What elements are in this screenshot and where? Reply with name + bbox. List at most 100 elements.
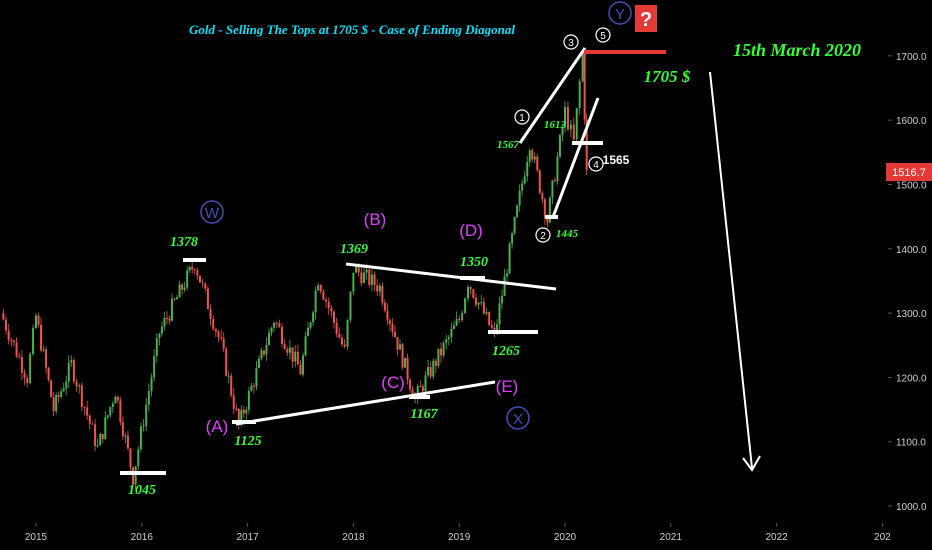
candle-body-216 bbox=[561, 127, 564, 136]
candle-body-124 bbox=[322, 291, 325, 300]
candle-body-176 bbox=[458, 319, 461, 321]
candle-body-99 bbox=[257, 358, 260, 369]
y-tick-label-7: 1700.0 bbox=[896, 52, 927, 63]
candle-body-8 bbox=[23, 372, 26, 378]
price-label-1350: 1350 bbox=[460, 255, 488, 270]
candle-body-120 bbox=[312, 312, 315, 323]
candle-body-34 bbox=[91, 423, 94, 425]
candle-body-163 bbox=[424, 375, 427, 392]
candle-body-97 bbox=[252, 385, 255, 387]
candle-body-113 bbox=[294, 351, 297, 362]
candle-body-211 bbox=[548, 197, 551, 223]
candle-body-15 bbox=[42, 349, 45, 351]
candle-body-70 bbox=[183, 287, 186, 290]
candle-body-10 bbox=[29, 353, 32, 384]
candle-body-42 bbox=[111, 403, 114, 408]
candle-body-17 bbox=[47, 367, 50, 381]
candle-body-53 bbox=[139, 426, 142, 450]
candle-body-123 bbox=[319, 285, 322, 292]
candle-body-96 bbox=[250, 385, 253, 391]
candle-body-112 bbox=[291, 347, 294, 362]
candle-body-145 bbox=[378, 285, 381, 292]
y-tick-label-3: 1300.0 bbox=[896, 309, 927, 320]
candle-body-66 bbox=[173, 298, 176, 300]
candle-body-14 bbox=[40, 324, 43, 351]
wave-y-label: Y bbox=[615, 6, 625, 23]
candle-body-152 bbox=[396, 336, 399, 350]
candle-body-150 bbox=[391, 323, 394, 332]
candle-body-222 bbox=[578, 81, 581, 109]
candle-body-202 bbox=[526, 161, 529, 177]
price-label-1045: 1045 bbox=[128, 483, 156, 498]
candle-body-133 bbox=[346, 319, 349, 347]
candle-body-200 bbox=[521, 183, 524, 191]
candle-body-194 bbox=[506, 273, 509, 277]
candle-body-115 bbox=[299, 364, 302, 375]
candle-body-204 bbox=[531, 150, 534, 160]
candle-body-136 bbox=[355, 266, 358, 273]
candle-body-191 bbox=[498, 303, 501, 325]
candle-body-161 bbox=[419, 385, 422, 387]
wave-y-circle bbox=[608, 1, 632, 25]
candle-body-25 bbox=[67, 362, 70, 382]
candle-body-32 bbox=[86, 407, 89, 416]
candle-body-154 bbox=[401, 344, 404, 368]
candle-body-207 bbox=[538, 170, 541, 193]
candle-body-146 bbox=[381, 285, 384, 303]
candle-body-33 bbox=[88, 415, 91, 424]
candle-body-40 bbox=[106, 415, 109, 418]
candle-body-93 bbox=[242, 409, 245, 414]
candle-body-156 bbox=[406, 357, 409, 380]
ending-diagonal-upper-line bbox=[518, 47, 587, 144]
candle-body-149 bbox=[388, 320, 391, 324]
candle-body-89 bbox=[232, 395, 235, 409]
current-price-badge bbox=[886, 163, 932, 181]
x-tick-label-3: 2018 bbox=[342, 532, 365, 543]
candle-body-127 bbox=[330, 308, 333, 312]
candle-body-11 bbox=[32, 327, 35, 354]
candle-body-74 bbox=[193, 269, 196, 271]
ending-diagonal-lower-line bbox=[551, 97, 600, 218]
candle-body-98 bbox=[255, 368, 258, 387]
candle-body-51 bbox=[134, 466, 137, 485]
wave-3-label: 3 bbox=[568, 38, 574, 49]
candle-body-46 bbox=[121, 422, 124, 437]
candle-body-13 bbox=[37, 315, 40, 325]
candle-body-37 bbox=[99, 433, 102, 446]
candle-body-62 bbox=[163, 317, 166, 327]
candle-body-208 bbox=[541, 192, 544, 200]
candle-body-193 bbox=[503, 276, 506, 296]
x-tick-label-4: 2019 bbox=[448, 532, 471, 543]
candle-body-27 bbox=[72, 360, 75, 382]
candle-body-137 bbox=[357, 266, 360, 273]
candle-body-60 bbox=[158, 333, 161, 339]
candle-body-82 bbox=[214, 329, 217, 332]
price-label-1369: 1369 bbox=[340, 242, 368, 257]
x-tick-label-0: 2015 bbox=[25, 532, 48, 543]
candle-body-209 bbox=[543, 199, 546, 218]
candle-body-212 bbox=[551, 180, 554, 198]
candle-body-128 bbox=[333, 311, 336, 323]
candle-body-182 bbox=[474, 297, 477, 305]
wave-1-label: 1 bbox=[519, 113, 525, 124]
candle-body-140 bbox=[365, 269, 368, 273]
candle-body-153 bbox=[399, 344, 402, 350]
candle-body-47 bbox=[124, 435, 127, 437]
candle-body-116 bbox=[302, 355, 305, 375]
candle-body-125 bbox=[325, 299, 328, 302]
candle-body-52 bbox=[137, 449, 140, 467]
candle-body-173 bbox=[450, 328, 453, 338]
candle-body-172 bbox=[447, 337, 450, 340]
wave-2-label: 2 bbox=[540, 231, 546, 242]
candle-body-35 bbox=[94, 424, 97, 447]
y-tick-label-1: 1100.0 bbox=[896, 438, 926, 449]
candle-body-85 bbox=[222, 338, 225, 349]
candle-body-50 bbox=[131, 467, 134, 485]
wave-1-circle bbox=[514, 109, 530, 125]
candle-body-20 bbox=[55, 394, 58, 412]
candle-body-22 bbox=[60, 391, 63, 397]
candle-body-147 bbox=[383, 302, 386, 311]
candle-body-215 bbox=[558, 135, 561, 157]
candle-body-188 bbox=[490, 324, 493, 328]
candle-body-151 bbox=[393, 331, 396, 337]
